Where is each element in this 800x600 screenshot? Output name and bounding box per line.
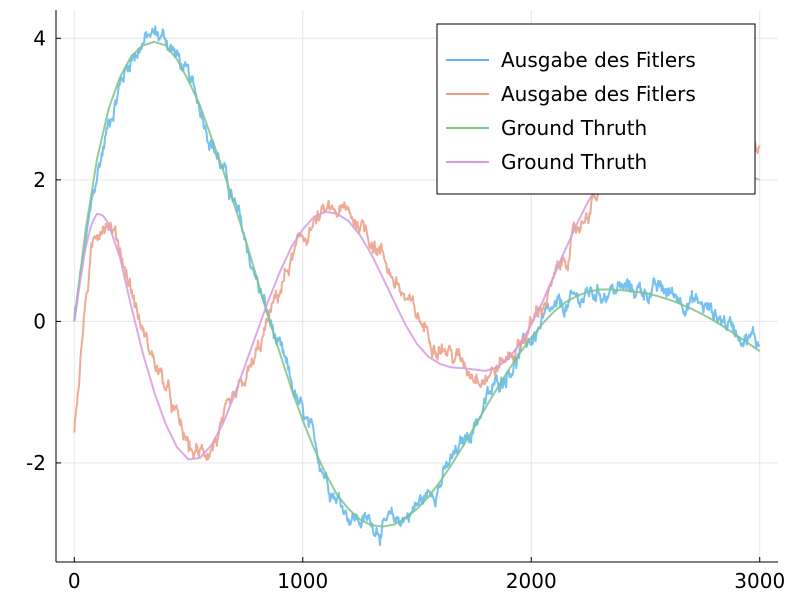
y-tick-label: 2 [33,168,46,192]
legend-label: Ausgabe des Fitlers [501,48,696,72]
tick-labels: 0 1000 2000 3000 4 2 0 -2 [26,26,785,593]
legend-label: Ground Thruth [501,150,647,174]
x-tick-label: 3000 [734,569,785,593]
x-tick-label: 1000 [277,569,328,593]
legend: Ausgabe des Fitlers Ausgabe des Fitlers Gr… [436,23,756,195]
legend-label: Ausgabe des Fitlers [501,82,696,106]
y-tick-label: 0 [33,309,46,333]
series-line-3 [73,40,761,528]
legend-box [436,23,756,195]
x-tick-label: 2000 [506,569,557,593]
y-tick-label: 4 [33,26,46,50]
y-tick-label: -2 [26,451,46,475]
x-tick-label: 0 [68,569,81,593]
legend-label: Ground Thruth [501,116,647,140]
axes [55,10,778,563]
